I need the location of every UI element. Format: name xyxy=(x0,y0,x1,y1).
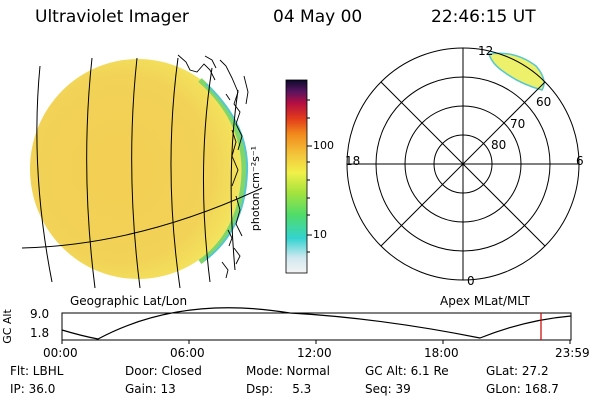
colorbar-tick-10: 10 xyxy=(313,228,327,241)
orbit-tick-label: 23:59 xyxy=(555,346,590,360)
observation-date: 04 May 00 xyxy=(273,7,363,27)
longitude-lines xyxy=(36,57,239,289)
lat-label-60: 60 xyxy=(536,95,552,109)
mlt-label-6: 6 xyxy=(576,154,584,168)
info-ip: IP: 36.0 xyxy=(10,382,56,396)
orbit-tick-label: 00:00 xyxy=(43,346,78,360)
info-glon: GLon: 168.7 xyxy=(486,382,559,396)
info-seq: Seq: 39 xyxy=(365,382,411,396)
limb-rim-outer xyxy=(204,83,249,261)
polar-plot xyxy=(346,47,580,281)
altitude-curve xyxy=(61,307,572,340)
info-mode: Mode: Normal xyxy=(246,364,330,378)
orbit-axis-label: GC Alt xyxy=(0,309,14,344)
apex-caption: Apex MLat/MLT xyxy=(440,294,530,308)
diagonal-2 xyxy=(380,81,546,247)
info-glat: GLat: 27.2 xyxy=(486,364,549,378)
observation-time: 22:46:15 UT xyxy=(431,7,536,27)
orbit-y-top: 9.0 xyxy=(30,307,50,321)
earth-image xyxy=(21,54,263,289)
info-dsp: Dsp: 5.3 xyxy=(246,382,312,396)
orbit-y-bottom: 1.8 xyxy=(30,326,50,340)
mlt-label-12: 12 xyxy=(478,44,494,58)
coastlines xyxy=(177,54,249,279)
info-flt: Flt: LBHL xyxy=(10,364,64,378)
instrument-title: Ultraviolet Imager xyxy=(35,7,189,27)
airglow-disk xyxy=(30,59,246,279)
mlt-label-18: 18 xyxy=(345,154,361,168)
time-ticks xyxy=(61,340,571,344)
lat-label-70: 70 xyxy=(510,117,526,131)
colorbar-tick-100: 100 xyxy=(313,139,334,152)
orbit-tick-label: 12:00 xyxy=(297,346,332,360)
info-gc-alt: GC Alt: 6.1 Re xyxy=(365,364,449,378)
colorbar xyxy=(285,79,312,274)
info-gain: Gain: 13 xyxy=(125,382,176,396)
mlt-label-0: 0 xyxy=(467,274,475,288)
colorbar-unit-label: photon cm⁻²s⁻¹ xyxy=(249,145,263,232)
geographic-caption: Geographic Lat/Lon xyxy=(70,294,188,308)
orbit-plot xyxy=(61,307,572,344)
orbit-tick-label: 06:00 xyxy=(170,346,205,360)
orbit-tick-label: 18:00 xyxy=(424,346,459,360)
limb-rim xyxy=(198,78,247,265)
lat-label-80: 80 xyxy=(491,138,507,152)
info-door: Door: Closed xyxy=(125,364,202,378)
auroral-oval-patch xyxy=(488,52,545,91)
latitude-line xyxy=(21,187,263,249)
